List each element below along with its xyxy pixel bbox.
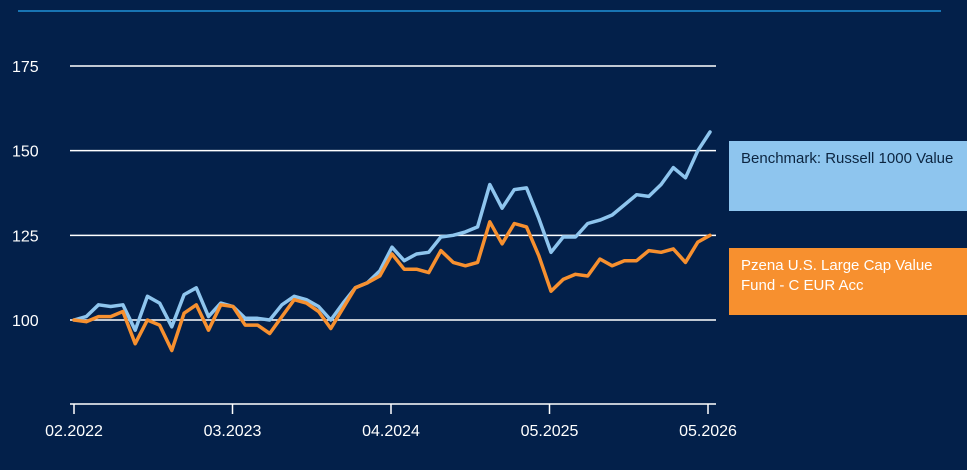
- series-lines: [72, 130, 712, 353]
- benchmark-line: [72, 130, 712, 332]
- gridlines: [70, 65, 716, 321]
- x-tick-label: 03.2023: [204, 423, 262, 440]
- y-tick-label: 125: [12, 228, 39, 245]
- y-tick-label: 150: [12, 144, 39, 161]
- x-tick-label: 05.2025: [521, 423, 579, 440]
- legend-benchmark-label: Benchmark: Russell 1000 Value: [741, 150, 954, 167]
- legend-benchmark: Benchmark: Russell 1000 Value: [729, 141, 967, 211]
- x-axis-ticks: 02.2022 03.2023 04.2024 05.2025 05.2026: [45, 404, 737, 440]
- x-tick-label: 02.2022: [45, 423, 103, 440]
- legend-fund-label: Pzena U.S. Large Cap Value Fund - C EUR …: [741, 257, 933, 294]
- x-tick-label: 05.2026: [679, 423, 737, 440]
- y-tick-label: 175: [12, 59, 39, 76]
- fund-line: [72, 220, 712, 353]
- y-axis-labels: 100 125 150 175: [12, 59, 39, 330]
- x-tick-label: 04.2024: [362, 423, 420, 440]
- legend-fund: Pzena U.S. Large Cap Value Fund - C EUR …: [729, 248, 967, 315]
- y-tick-label: 100: [12, 313, 39, 330]
